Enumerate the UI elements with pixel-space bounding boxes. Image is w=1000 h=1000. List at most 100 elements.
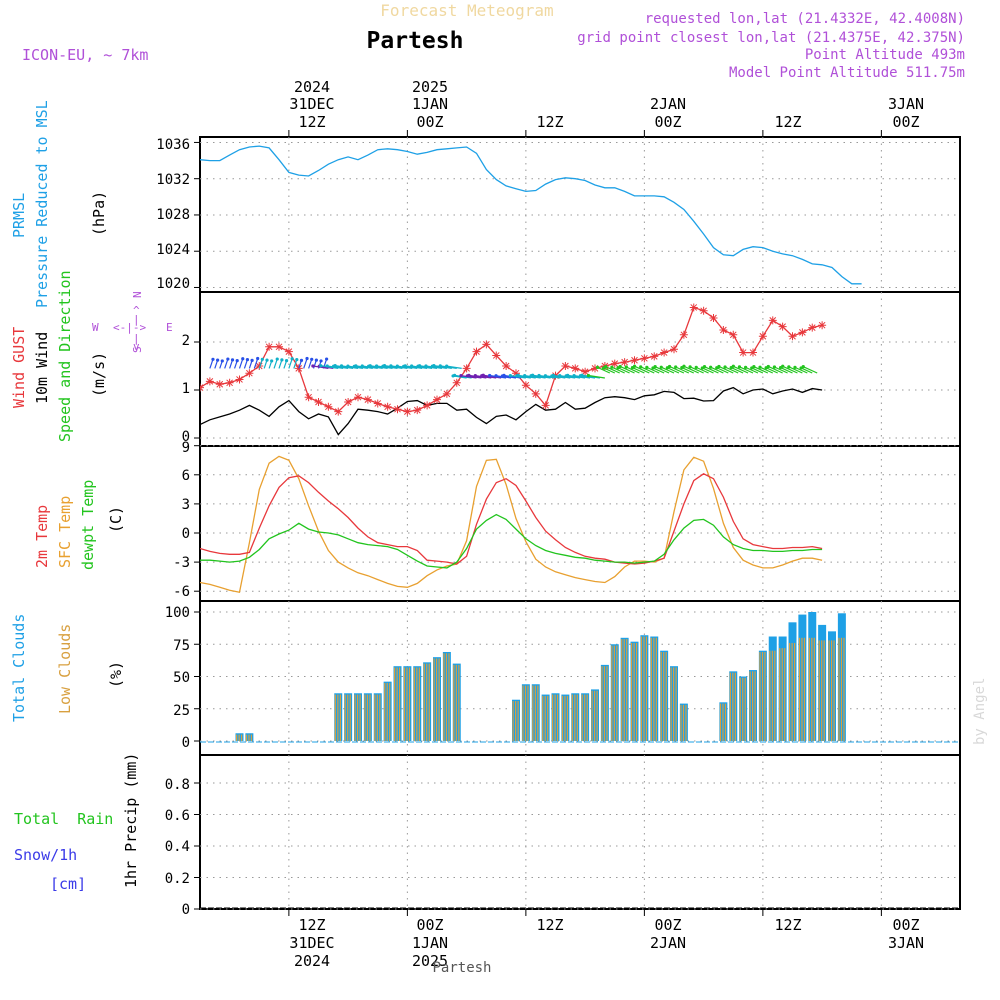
wind-arrow-head: [290, 357, 294, 361]
wind-arrow: [646, 366, 660, 374]
gust-marker: [363, 395, 372, 404]
bottom-tick-4-line2: 2JAN: [650, 934, 686, 952]
low-cloud-bar: [670, 667, 672, 741]
gust-marker: [354, 393, 362, 402]
bottom-tick-1-line3: 2024: [294, 952, 330, 970]
wind-arrow: [335, 365, 354, 369]
wind-arrow: [669, 365, 685, 374]
point-altitude: Point Altitude 493m: [805, 47, 965, 63]
cloud-panel-frame: [199, 600, 961, 756]
bottom-tick-1-line1: 12Z: [298, 916, 325, 934]
wind-arrow: [626, 366, 640, 374]
wind-gust-label: Wind GUST: [10, 327, 28, 408]
top-tick-2-line1: 2025: [412, 78, 448, 96]
low-cloud-bar: [640, 636, 643, 741]
pressure-ytick: 1036: [156, 137, 190, 153]
low-cloud-bar: [771, 650, 773, 741]
wind-arrow-head: [265, 358, 269, 362]
low-cloud-bar: [389, 682, 391, 741]
wind-arrow: [745, 366, 759, 374]
wind-arrow-head: [305, 356, 309, 361]
low-cloud-bar: [729, 672, 731, 741]
wind-arrow-head: [610, 365, 614, 369]
wind-arrow: [489, 374, 507, 379]
low-cloud-bar: [433, 658, 435, 741]
wind-arrow-head: [389, 364, 393, 368]
wind-arrow-head: [295, 357, 299, 362]
precip-ytick: 0.8: [165, 777, 190, 793]
wind-arrow-head: [310, 357, 314, 361]
low-cloud-bar: [532, 685, 534, 741]
low-cloud-bar: [512, 701, 514, 741]
gust-marker: [689, 303, 698, 312]
top-tick-6-line2: 3JAN: [888, 95, 924, 113]
low-cloud-bar: [443, 653, 445, 741]
grid-layer: [200, 137, 960, 910]
low-cloud-bar: [643, 636, 645, 741]
low-cloud-bar: [245, 734, 248, 741]
wind-arrow: [468, 374, 487, 379]
gust-marker: [699, 306, 708, 315]
temp-panel-frame: [199, 445, 961, 602]
wind-arrow-head: [226, 357, 230, 361]
bottom-time-axis: 12Z 31DEC 2024 00Z 1JAN 2025 12Z 00Z 2JA…: [289, 916, 924, 970]
bottom-tick-2-line3: 2025: [412, 952, 448, 970]
precip-axis-title: 1hr Precip (mm): [122, 753, 140, 888]
low-cloud-bar: [781, 648, 783, 741]
wind-arrow-head: [766, 364, 770, 369]
low-cloud-bar: [596, 690, 598, 741]
gust-marker: [670, 345, 678, 354]
pressure-ytick: 1028: [156, 207, 190, 223]
low-cloud-bar: [752, 671, 754, 741]
pressure-ytick: 1024: [156, 242, 190, 258]
low-cloud-bar: [754, 671, 756, 741]
pressure-unit: (hPa): [90, 191, 108, 236]
bottom-tick-1-line2: 31DEC: [289, 934, 334, 952]
gust-marker: [521, 381, 530, 390]
low-cloud-bar: [680, 704, 682, 741]
bottom-tick-4-line1: 00Z: [654, 916, 681, 934]
wind-arrow: [440, 365, 457, 369]
low-cloud-bar: [636, 642, 638, 741]
footer-station: Partesh: [432, 960, 491, 976]
low-cloud-bar: [574, 694, 576, 741]
wind-arrow-head: [339, 364, 344, 368]
watermark: by Angel: [972, 678, 988, 745]
wind-arrow-head: [424, 364, 428, 368]
low-cloud-bar: [453, 664, 455, 741]
wind-arrow-head: [417, 364, 422, 368]
wind-arrow-head: [299, 358, 304, 362]
wind-arrow: [320, 365, 339, 369]
low-cloud-bar: [418, 667, 420, 741]
low-cloud-bar: [544, 695, 546, 741]
precip-ytick: 0: [182, 902, 190, 918]
gust-marker: [660, 348, 669, 357]
wind-arrow-head: [314, 358, 318, 362]
low-cloud-bar: [794, 642, 796, 741]
wind-arrow: [433, 365, 452, 369]
cloud-ytick: 100: [165, 605, 190, 621]
wind-arrow-head: [346, 364, 350, 368]
low-cloud-bar: [828, 640, 830, 741]
snow-unit-label: [cm]: [50, 875, 86, 893]
low-cloud-bar: [537, 685, 539, 741]
compass-bar1: |: [133, 313, 140, 326]
low-cloud-bar: [719, 703, 722, 741]
temp-dewpt-label: dewpt Temp: [79, 480, 97, 570]
low-cloud-bar: [364, 694, 366, 741]
gust-marker: [650, 352, 659, 361]
low-cloud-bar: [784, 648, 786, 741]
gust-marker: [344, 398, 353, 406]
low-cloud-bar: [739, 677, 741, 741]
precip-panel-frame: [199, 754, 961, 910]
wind-arrow: [603, 367, 615, 374]
low-cloud-bar: [584, 694, 586, 741]
low-cloud-bar: [808, 637, 810, 741]
wind-arrow-head: [572, 373, 576, 378]
compass-h: <-|->: [113, 321, 146, 334]
low-cloud-bar: [833, 640, 835, 741]
station-name: Partesh: [367, 28, 464, 54]
wind-arrow-head: [284, 359, 289, 363]
gust-marker: [482, 340, 491, 349]
low-cloud-bar: [764, 651, 766, 741]
